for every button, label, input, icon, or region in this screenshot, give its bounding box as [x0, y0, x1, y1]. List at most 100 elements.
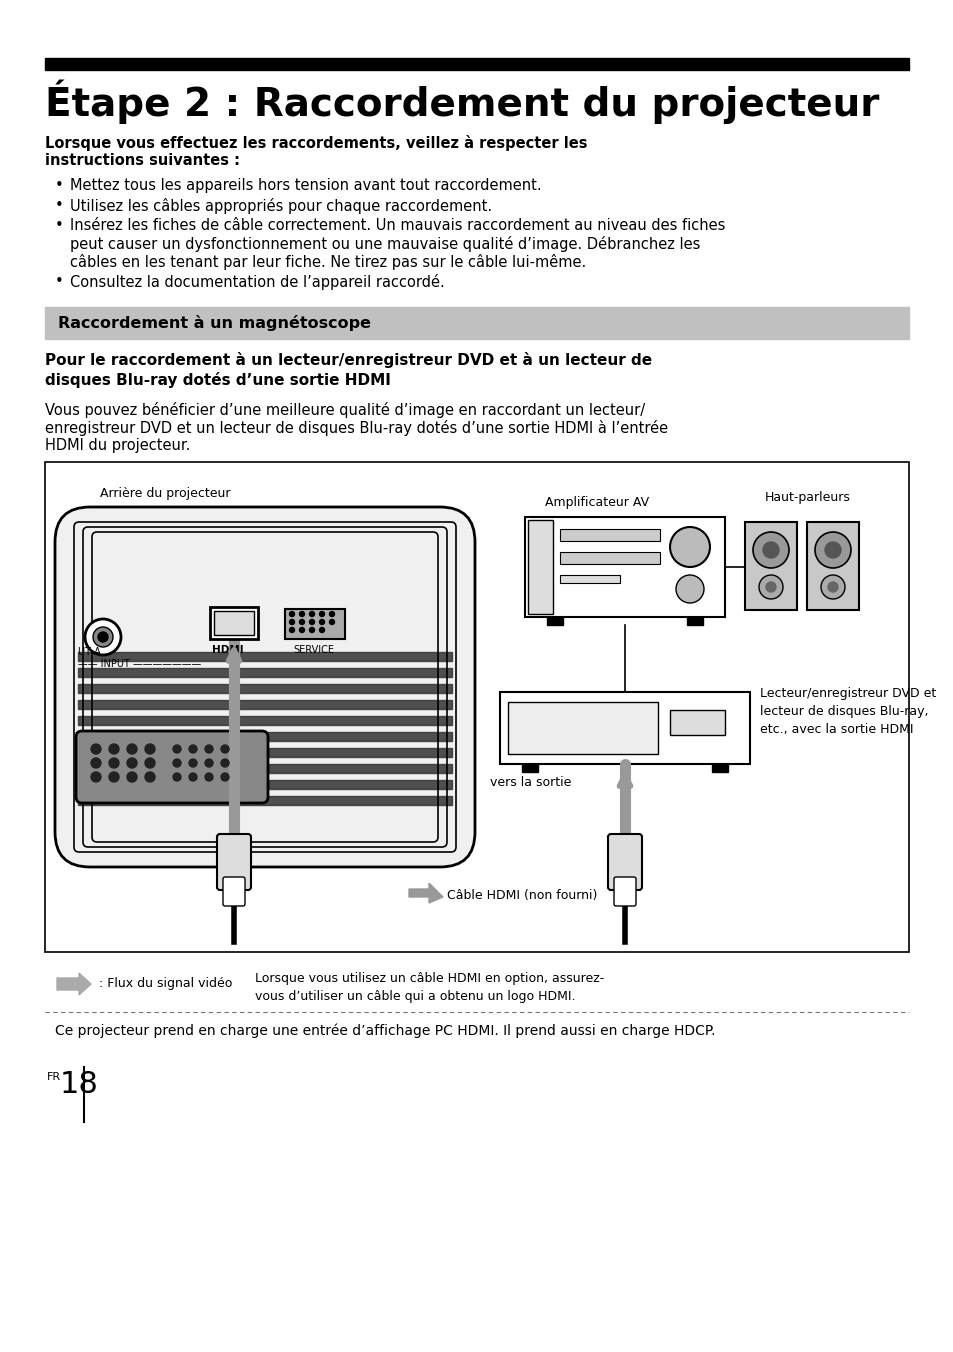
- Text: disques Blu-ray dotés d’une sortie HDMI: disques Blu-ray dotés d’une sortie HDMI: [45, 372, 391, 388]
- Circle shape: [109, 772, 119, 781]
- Circle shape: [329, 619, 335, 625]
- Bar: [78, 764, 452, 773]
- FancyBboxPatch shape: [607, 834, 641, 890]
- Text: Arrière du projecteur: Arrière du projecteur: [100, 487, 231, 500]
- Circle shape: [91, 772, 101, 781]
- Bar: [78, 652, 452, 661]
- Text: Raccordement à un magnétoscope: Raccordement à un magnétoscope: [58, 315, 371, 331]
- Bar: [669, 710, 724, 735]
- Bar: [210, 607, 257, 639]
- Text: •: •: [55, 197, 64, 214]
- Text: câbles en les tenant par leur fiche. Ne tirez pas sur le câble lui-même.: câbles en les tenant par leur fiche. Ne …: [70, 254, 586, 270]
- Circle shape: [109, 758, 119, 768]
- Bar: [213, 611, 253, 635]
- Circle shape: [824, 542, 841, 558]
- Text: lecteur de disques Blu-ray,: lecteur de disques Blu-ray,: [760, 704, 927, 718]
- Bar: [78, 717, 452, 725]
- Text: Vous pouvez bénéficier d’une meilleure qualité d’image en raccordant un lecteur/: Vous pouvez bénéficier d’une meilleure q…: [45, 402, 644, 418]
- Text: Consultez la documentation de l’appareil raccordé.: Consultez la documentation de l’appareil…: [70, 274, 444, 289]
- Circle shape: [145, 744, 154, 754]
- Circle shape: [821, 575, 844, 599]
- Bar: [806, 522, 858, 610]
- Circle shape: [127, 744, 137, 754]
- Circle shape: [289, 611, 294, 617]
- Circle shape: [669, 527, 709, 566]
- Circle shape: [752, 531, 788, 568]
- Text: Lecteur/enregistreur DVD et: Lecteur/enregistreur DVD et: [760, 687, 935, 700]
- Circle shape: [127, 758, 137, 768]
- Bar: [559, 575, 619, 583]
- Circle shape: [676, 575, 703, 603]
- Polygon shape: [57, 973, 91, 995]
- Circle shape: [172, 745, 181, 753]
- Text: vers la sortie: vers la sortie: [490, 776, 571, 790]
- FancyBboxPatch shape: [216, 834, 251, 890]
- Circle shape: [205, 745, 213, 753]
- FancyBboxPatch shape: [614, 877, 636, 906]
- Bar: [78, 780, 452, 790]
- Bar: [78, 731, 452, 741]
- Bar: [686, 617, 702, 625]
- Text: Pour le raccordement à un lecteur/enregistreur DVD et à un lecteur de: Pour le raccordement à un lecteur/enregi…: [45, 352, 652, 368]
- Text: Étape 2 : Raccordement du projecteur: Étape 2 : Raccordement du projecteur: [45, 80, 879, 124]
- Circle shape: [299, 627, 304, 633]
- Text: —— INPUT ———————: —— INPUT ———————: [78, 658, 201, 669]
- Circle shape: [309, 611, 314, 617]
- Text: •: •: [55, 218, 64, 233]
- Text: SERVICE: SERVICE: [293, 645, 334, 654]
- Bar: [78, 748, 452, 757]
- Bar: [524, 516, 724, 617]
- Circle shape: [289, 627, 294, 633]
- Bar: [45, 58, 908, 70]
- Circle shape: [189, 745, 196, 753]
- Bar: [78, 684, 452, 694]
- Circle shape: [319, 619, 324, 625]
- Bar: [507, 702, 658, 754]
- Text: UT A: UT A: [78, 648, 101, 657]
- Text: Insérez les fiches de câble correctement. Un mauvais raccordement au niveau des : Insérez les fiches de câble correctement…: [70, 218, 724, 233]
- Circle shape: [319, 627, 324, 633]
- Text: Utilisez les câbles appropriés pour chaque raccordement.: Utilisez les câbles appropriés pour chaq…: [70, 197, 492, 214]
- Text: Câble HDMI (non fourni): Câble HDMI (non fourni): [447, 888, 597, 902]
- FancyBboxPatch shape: [223, 877, 245, 906]
- Bar: [285, 608, 345, 639]
- Text: etc., avec la sortie HDMI: etc., avec la sortie HDMI: [760, 723, 913, 735]
- Circle shape: [85, 619, 121, 654]
- Bar: [78, 668, 452, 677]
- Text: FR: FR: [47, 1072, 61, 1082]
- Text: enregistreur DVD et un lecteur de disques Blu-ray dotés d’une sortie HDMI à l’en: enregistreur DVD et un lecteur de disque…: [45, 420, 667, 435]
- Text: •: •: [55, 274, 64, 289]
- Circle shape: [827, 581, 837, 592]
- Circle shape: [189, 758, 196, 767]
- Circle shape: [98, 631, 108, 642]
- Bar: [559, 552, 659, 564]
- Bar: [711, 764, 727, 772]
- Bar: [521, 764, 537, 772]
- Bar: [546, 617, 562, 625]
- Text: 18: 18: [60, 1069, 99, 1099]
- Circle shape: [91, 758, 101, 768]
- Text: •: •: [55, 178, 64, 193]
- Circle shape: [145, 758, 154, 768]
- Circle shape: [189, 773, 196, 781]
- Text: Lorsque vous effectuez les raccordements, veillez à respecter les
instructions s: Lorsque vous effectuez les raccordements…: [45, 135, 587, 169]
- Circle shape: [221, 773, 229, 781]
- Bar: [78, 796, 452, 804]
- Circle shape: [91, 744, 101, 754]
- Circle shape: [145, 772, 154, 781]
- Bar: [78, 700, 452, 708]
- Circle shape: [814, 531, 850, 568]
- FancyBboxPatch shape: [55, 507, 475, 867]
- Text: : Flux du signal vidéo: : Flux du signal vidéo: [95, 977, 233, 991]
- Circle shape: [205, 773, 213, 781]
- Bar: [499, 692, 749, 764]
- Circle shape: [205, 758, 213, 767]
- Circle shape: [172, 758, 181, 767]
- Bar: [527, 521, 553, 614]
- Circle shape: [221, 758, 229, 767]
- Text: vous d’utiliser un câble qui a obtenu un logo HDMI.: vous d’utiliser un câble qui a obtenu un…: [254, 990, 575, 1003]
- Bar: [744, 522, 796, 610]
- Text: peut causer un dysfonctionnement ou une mauvaise qualité d’image. Débranchez les: peut causer un dysfonctionnement ou une …: [70, 237, 700, 251]
- Circle shape: [299, 611, 304, 617]
- Bar: [559, 529, 659, 541]
